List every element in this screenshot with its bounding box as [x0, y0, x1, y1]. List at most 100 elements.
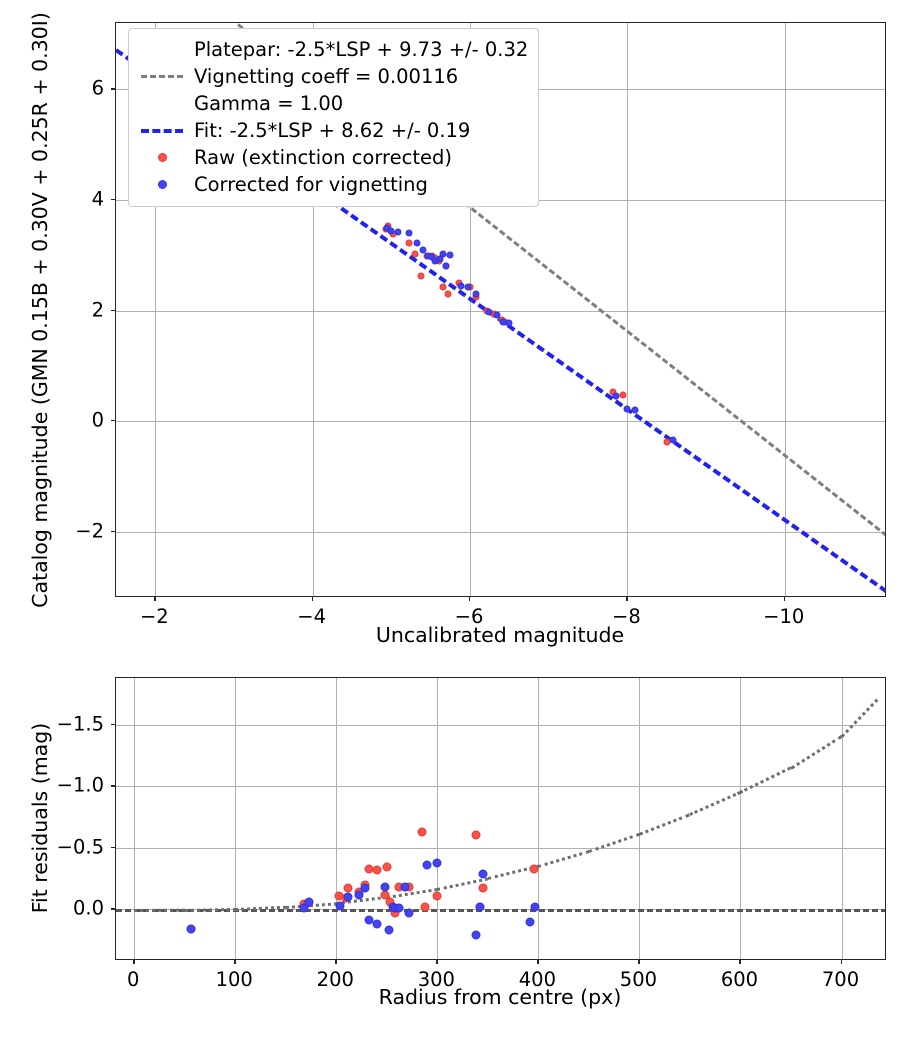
blue-dot-marker-icon: [139, 180, 185, 189]
gridline-vertical: [784, 23, 786, 596]
tick-label-x: −4: [297, 605, 327, 628]
trend-line: [116, 909, 885, 913]
legend-label-vignetting-coeff: Vignetting coeff = 0.00116: [194, 65, 459, 88]
tick-mark-x: [840, 960, 842, 964]
gridline-vertical: [437, 678, 439, 959]
data-point-corrected: [471, 930, 481, 940]
tick-label-y: −1.0: [56, 773, 104, 797]
legend-label-raw: Raw (extinction corrected): [194, 146, 452, 169]
data-point-raw: [417, 827, 427, 837]
data-point-corrected: [186, 924, 196, 934]
data-point-raw: [444, 290, 452, 298]
calibration-ylabel: Catalog magnitude (GMN 0.15B + 0.30V + 0…: [28, 12, 52, 608]
legend-entry-fit: Fit: -2.5*LSP + 8.62 +/- 0.19: [139, 117, 528, 144]
residuals-xlabel: Radius from centre (px): [378, 985, 622, 1009]
tick-mark-y: [111, 309, 115, 311]
data-point-raw: [405, 239, 413, 247]
tick-mark-y: [111, 88, 115, 90]
data-point-raw: [382, 862, 392, 872]
tick-mark-y: [111, 908, 115, 910]
data-point-corrected: [384, 925, 394, 935]
gridline-vertical: [235, 678, 237, 959]
data-point-corrected: [485, 308, 493, 316]
data-point-corrected: [464, 283, 472, 291]
legend-entry-platepar: Platepar: -2.5*LSP + 9.73 +/- 0.32 Vigne…: [139, 36, 528, 117]
trend-line: [588, 833, 640, 854]
tick-label-x: −2: [139, 605, 169, 628]
legend-entry-raw: Raw (extinction corrected): [139, 144, 528, 171]
data-point-raw: [478, 883, 488, 893]
data-point-raw: [343, 883, 353, 893]
tick-mark-x: [234, 960, 236, 964]
gridline-horizontal: [116, 786, 885, 788]
data-point-corrected: [405, 229, 413, 237]
dashed-blue-line-icon: [139, 128, 185, 133]
gridline-vertical: [841, 678, 843, 959]
gridline-horizontal: [116, 724, 885, 726]
tick-mark-x: [311, 597, 314, 601]
calibration-xlabel: Uncalibrated magnitude: [375, 623, 625, 647]
tick-mark-x: [537, 960, 539, 964]
tick-label-y: −0.5: [56, 835, 104, 859]
data-point-raw: [372, 865, 382, 875]
data-point-corrected: [343, 892, 353, 902]
data-point-raw: [471, 830, 481, 840]
tick-mark-x: [133, 960, 135, 964]
data-point-corrected: [525, 917, 535, 927]
trend-line: [790, 734, 843, 770]
gridline-vertical: [740, 678, 742, 959]
tick-label-x: −8: [612, 605, 641, 628]
data-point-corrected: [669, 436, 677, 444]
tick-mark-x: [154, 597, 156, 601]
tick-mark-y: [111, 723, 115, 726]
gridline-vertical: [627, 23, 629, 596]
tick-mark-x: [436, 960, 438, 964]
tick-label-x: −10: [763, 605, 805, 628]
legend-label-platepar: Platepar: -2.5*LSP + 9.73 +/- 0.32: [194, 38, 529, 61]
data-point-raw: [529, 864, 539, 874]
data-point-corrected: [530, 902, 540, 912]
tick-mark-y: [111, 785, 115, 787]
tick-label-x: 400: [518, 968, 556, 991]
residuals-plot-area[interactable]: [115, 677, 886, 960]
data-point-corrected: [422, 860, 432, 870]
tick-mark-x: [469, 597, 471, 601]
data-point-corrected: [612, 392, 620, 400]
tick-mark-x: [335, 960, 337, 964]
data-point-corrected: [360, 883, 370, 893]
legend-label-gamma: Gamma = 1.00: [194, 92, 344, 115]
data-point-corrected: [442, 262, 450, 270]
tick-mark-y: [111, 420, 115, 422]
legend-label-corrected: Corrected for vignetting: [194, 173, 428, 196]
tick-mark-x: [783, 597, 786, 601]
tick-label-y: 0.0: [72, 896, 104, 920]
calibration-legend: Platepar: -2.5*LSP + 9.73 +/- 0.32 Vigne…: [128, 28, 540, 207]
trend-line: [739, 766, 792, 795]
trend-line: [537, 850, 590, 868]
tick-label-x: 0: [126, 968, 140, 991]
gridline-vertical: [470, 23, 472, 596]
tick-label-x: 300: [417, 968, 455, 991]
data-point-corrected: [394, 228, 402, 236]
dashed-grey-line-icon: [139, 75, 185, 78]
gridline-vertical: [312, 23, 314, 596]
data-point-corrected: [304, 897, 314, 907]
gridline-horizontal: [116, 531, 885, 533]
tick-label-y: 6: [91, 76, 104, 100]
tick-label-x: 200: [316, 968, 354, 991]
data-point-corrected: [478, 869, 488, 879]
data-point-corrected: [400, 882, 410, 892]
data-point-corrected: [475, 902, 485, 912]
tick-label-x: 600: [720, 968, 759, 991]
gridline-horizontal: [116, 310, 885, 312]
gridline-vertical: [538, 678, 540, 959]
tick-label-y: 0: [91, 408, 104, 432]
data-point-corrected: [623, 405, 631, 413]
data-point-corrected: [372, 919, 382, 929]
gridline-horizontal: [116, 847, 885, 849]
trend-line: [840, 698, 878, 738]
data-point-raw: [411, 250, 419, 258]
data-point-raw: [420, 902, 430, 912]
data-point-corrected: [394, 903, 404, 913]
